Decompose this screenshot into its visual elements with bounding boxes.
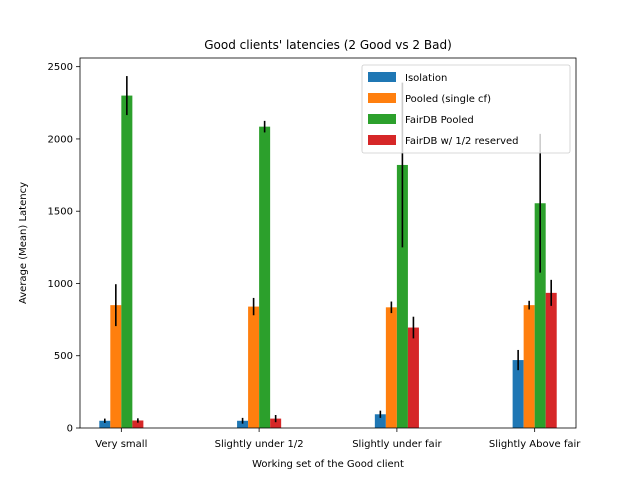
bar bbox=[407, 327, 419, 428]
legend-swatch bbox=[368, 135, 396, 145]
legend-swatch bbox=[368, 93, 396, 103]
bar bbox=[110, 305, 122, 428]
bar bbox=[545, 292, 557, 428]
legend-label: Isolation bbox=[405, 73, 447, 84]
y-tick-label: 2500 bbox=[48, 62, 73, 73]
legend-swatch bbox=[368, 72, 396, 82]
bar bbox=[534, 203, 546, 428]
legend-label: FairDB w/ 1/2 reserved bbox=[405, 136, 519, 147]
x-tick-label: Very small bbox=[95, 439, 147, 450]
y-tick-label: 0 bbox=[67, 424, 73, 435]
plot-bars bbox=[99, 95, 557, 428]
y-tick-label: 500 bbox=[54, 351, 73, 362]
bar bbox=[237, 420, 249, 428]
bar bbox=[99, 420, 111, 428]
x-tick-label: Slightly under 1/2 bbox=[215, 439, 304, 450]
y-tick-label: 2000 bbox=[48, 134, 73, 145]
plot-frame bbox=[79, 57, 577, 429]
bar bbox=[259, 126, 271, 428]
bar bbox=[121, 95, 133, 428]
y-axis-label: Average (Mean) Latency bbox=[18, 182, 29, 304]
legend-box bbox=[361, 64, 571, 154]
y-axis: 0 500 1000 1500 2000 2500 bbox=[48, 62, 80, 435]
x-tick-label: Slightly under fair bbox=[352, 439, 442, 450]
y-tick-label: 1500 bbox=[48, 207, 73, 218]
bar bbox=[132, 420, 144, 428]
legend-swatch bbox=[368, 114, 396, 124]
bar bbox=[523, 305, 535, 428]
legend: Isolation Pooled (single cf) FairDB Pooled… bbox=[361, 64, 571, 154]
x-tick-label: Slightly Above fair bbox=[489, 439, 581, 450]
x-axis: Very small Slightly under 1/2 Slightly und… bbox=[95, 428, 581, 450]
y-tick-label: 1000 bbox=[48, 279, 73, 290]
chart-title: Good clients' latencies (2 Good vs 2 Bad… bbox=[204, 38, 452, 52]
bar bbox=[270, 418, 282, 428]
legend-label: FairDB Pooled bbox=[405, 115, 474, 126]
bar bbox=[385, 307, 397, 428]
bar bbox=[512, 360, 524, 428]
x-axis-label: Working set of the Good client bbox=[252, 459, 404, 470]
bar bbox=[248, 306, 260, 428]
legend-label: Pooled (single cf) bbox=[405, 94, 491, 105]
bar bbox=[374, 414, 386, 428]
bar bbox=[396, 164, 408, 428]
